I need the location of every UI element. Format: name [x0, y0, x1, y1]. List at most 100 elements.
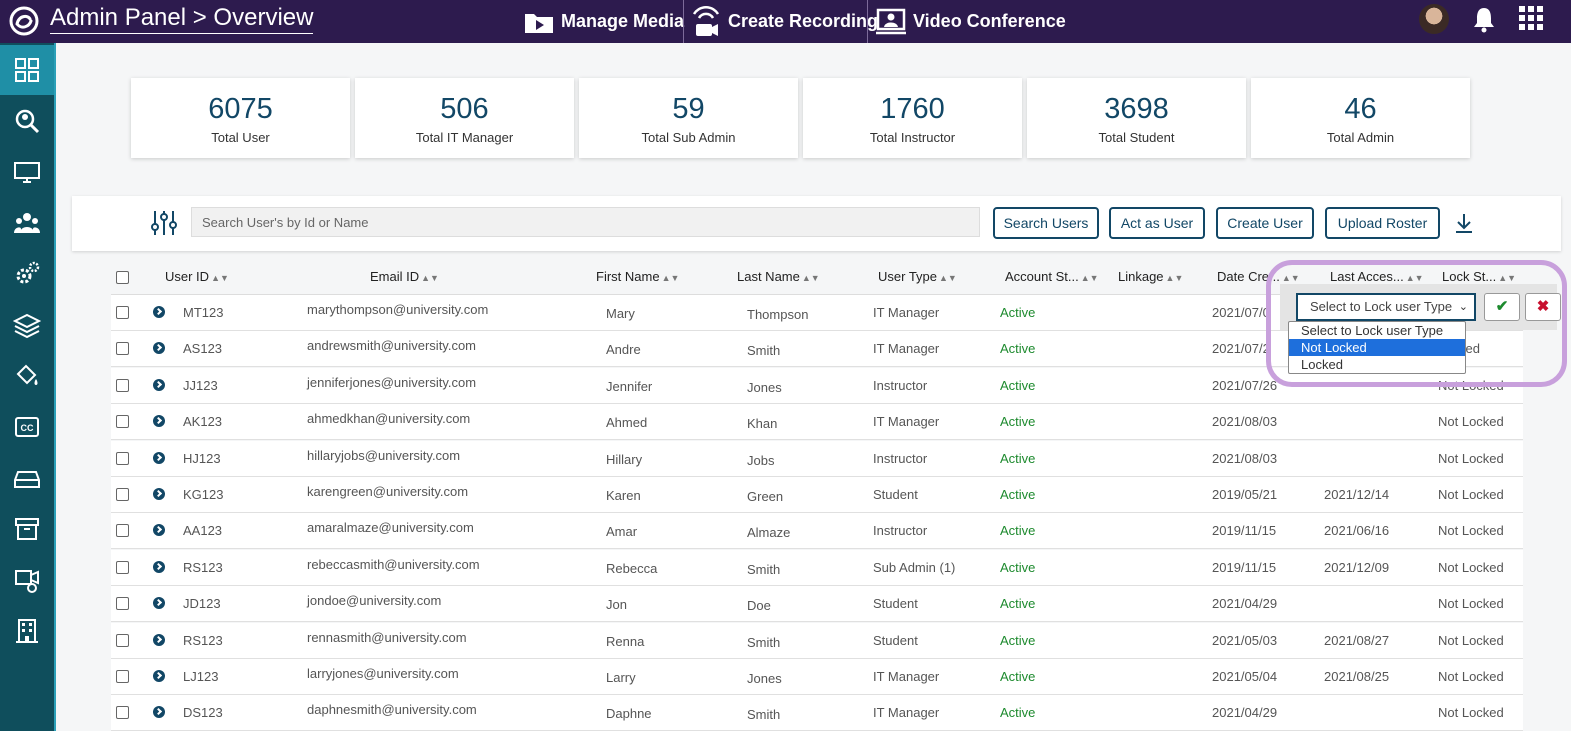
select-all-checkbox[interactable]	[116, 271, 129, 284]
table-row[interactable]: DS123 daphnesmith@university.com Daphne Smi…	[111, 695, 1523, 731]
column-header-first-name[interactable]: First Name ▲▼	[596, 269, 680, 284]
cell-date-created: 2021/05/04	[1212, 669, 1278, 684]
row-checkbox[interactable]	[116, 597, 129, 611]
stat-label: Total User	[211, 130, 270, 145]
table-row[interactable]: RS123 rebeccasmith@university.com Rebecca S…	[111, 549, 1523, 586]
act-as-user-button[interactable]: Act as User	[1109, 207, 1205, 239]
sidebar-item-search[interactable]	[0, 96, 54, 146]
column-header-account-status[interactable]: Account St... ▲▼	[1005, 269, 1099, 284]
table-row[interactable]: KG123 karengreen@university.com Karen Green…	[111, 477, 1523, 513]
row-checkbox[interactable]	[116, 670, 129, 683]
row-checkbox[interactable]	[116, 633, 129, 647]
expand-row-icon[interactable]	[153, 560, 165, 573]
sidebar-item-archive[interactable]	[0, 504, 54, 554]
filter-sliders-icon[interactable]	[150, 209, 178, 237]
row-checkbox[interactable]	[116, 524, 129, 538]
app-logo-icon[interactable]	[8, 5, 40, 37]
stat-card-total-admin[interactable]: 46 Total Admin	[1251, 78, 1470, 158]
row-checkbox[interactable]	[116, 560, 129, 574]
row-checkbox[interactable]	[116, 451, 129, 465]
sidebar-item-settings[interactable]	[0, 249, 54, 299]
sidebar-item-storage[interactable]	[0, 453, 54, 503]
stat-card-total-it-manager[interactable]: 506 Total IT Manager	[355, 78, 574, 158]
cell-account-status: Active	[1000, 559, 1036, 575]
row-checkbox[interactable]	[116, 306, 129, 319]
confirm-lock-button[interactable]: ✔	[1484, 293, 1520, 321]
stat-card-total-user[interactable]: 6075 Total User	[131, 78, 350, 158]
row-checkbox[interactable]	[116, 342, 129, 356]
stat-card-total-sub-admin[interactable]: 59 Total Sub Admin	[579, 78, 798, 158]
upload-roster-button[interactable]: Upload Roster	[1325, 207, 1440, 239]
search-toolbar: Search Users Act as User Create User Upl…	[72, 196, 1561, 251]
expand-row-icon[interactable]	[153, 342, 165, 355]
column-header-email-id[interactable]: Email ID ▲▼	[370, 269, 439, 284]
cell-last-name: Almaze	[747, 525, 791, 541]
expand-row-icon[interactable]	[153, 451, 165, 464]
apps-grid-icon[interactable]	[1518, 5, 1544, 31]
user-avatar[interactable]	[1419, 4, 1449, 34]
column-header-user-type[interactable]: User Type ▲▼	[878, 269, 957, 284]
sidebar-item-dashboard[interactable]	[0, 45, 54, 95]
stat-card-total-student[interactable]: 3698 Total Student	[1027, 78, 1246, 158]
recording-icon	[692, 5, 720, 36]
cell-user-id: AA123	[183, 523, 223, 539]
lock-option-locked[interactable]: Locked	[1301, 357, 1343, 372]
top-bar: Admin Panel > Overview Manage Media Crea…	[0, 0, 1571, 43]
expand-row-icon[interactable]	[153, 597, 165, 610]
sidebar-item-layers[interactable]	[0, 300, 54, 350]
cell-user-type: Student	[873, 632, 918, 648]
sidebar-item-organization[interactable]	[0, 606, 54, 656]
table-row[interactable]: RS123 rennasmith@university.com Renna Smith…	[111, 622, 1523, 659]
row-checkbox[interactable]	[116, 706, 129, 720]
lock-type-select[interactable]: Select to Lock user Type ⌄	[1296, 293, 1476, 321]
lock-option-select[interactable]: Select to Lock user Type	[1301, 323, 1444, 338]
column-header-linkage[interactable]: Linkage ▲▼	[1118, 269, 1184, 284]
table-row[interactable]: AK123 ahmedkhan@university.com Ahmed Khan IT…	[111, 404, 1523, 441]
cell-first-name: Hillary	[606, 451, 643, 467]
column-header-last-access[interactable]: Last Acces... ▲▼	[1330, 269, 1424, 284]
cell-date-created: 2019/11/15	[1212, 559, 1277, 575]
column-header-lock-status[interactable]: Lock St... ▲▼	[1442, 269, 1517, 284]
column-header-last-name[interactable]: Last Name ▲▼	[737, 269, 820, 284]
sidebar-item-users[interactable]	[0, 198, 54, 248]
cell-last-name: Smith	[747, 634, 781, 650]
table-row[interactable]: LJ123 larryjones@university.com Larry Jones…	[111, 659, 1523, 695]
manage-media-button[interactable]: Manage Media	[523, 0, 684, 43]
row-checkbox[interactable]	[116, 378, 129, 392]
row-checkbox[interactable]	[116, 488, 129, 501]
stat-card-total-instructor[interactable]: 1760 Total Instructor	[803, 78, 1022, 158]
cancel-lock-button[interactable]: ✖	[1525, 293, 1561, 321]
create-recording-button[interactable]: Create Recording	[690, 0, 878, 43]
expand-row-icon[interactable]	[153, 488, 165, 500]
row-checkbox[interactable]	[116, 415, 129, 429]
create-user-button[interactable]: Create User	[1216, 207, 1314, 239]
expand-row-icon[interactable]	[153, 378, 165, 391]
page-title[interactable]: Admin Panel > Overview	[50, 5, 314, 34]
table-row[interactable]: JD123 jondoe@university.com Jon Doe Student A…	[111, 586, 1523, 623]
search-input[interactable]	[191, 207, 980, 237]
video-conference-button[interactable]: Video Conference	[875, 0, 1066, 43]
table-row[interactable]: AA123 amaralmaze@university.com Amar Almaze…	[111, 513, 1523, 550]
cell-last-access: 2021/12/09	[1324, 559, 1390, 575]
expand-row-icon[interactable]	[153, 415, 165, 428]
expand-row-icon[interactable]	[153, 670, 165, 682]
cell-date-created: 2021/07/0	[1212, 305, 1270, 320]
cell-date-created: 2021/07/2	[1212, 341, 1270, 357]
expand-row-icon[interactable]	[153, 524, 165, 537]
create-recording-label: Create Recording	[728, 11, 879, 31]
search-users-button[interactable]: Search Users	[993, 207, 1099, 239]
sidebar-item-captions[interactable]: CC	[0, 402, 54, 452]
expand-row-icon[interactable]	[153, 306, 165, 318]
notification-bell-icon[interactable]	[1471, 5, 1497, 33]
expand-row-icon[interactable]	[153, 706, 165, 719]
cell-user-id: HJ123	[183, 450, 221, 466]
download-icon[interactable]	[1454, 212, 1474, 234]
sidebar-item-monitor[interactable]	[0, 147, 54, 197]
table-row[interactable]: HJ123 hillaryjobs@university.com Hillary Jo…	[111, 440, 1523, 477]
lock-option-not-locked[interactable]: Not Locked	[1289, 339, 1465, 356]
column-header-user-id[interactable]: User ID ▲▼	[165, 269, 229, 284]
sidebar-item-camera[interactable]	[0, 555, 54, 605]
sidebar-item-theme[interactable]	[0, 351, 54, 401]
expand-row-icon[interactable]	[153, 633, 165, 646]
cell-first-name: Jennifer	[606, 378, 653, 394]
